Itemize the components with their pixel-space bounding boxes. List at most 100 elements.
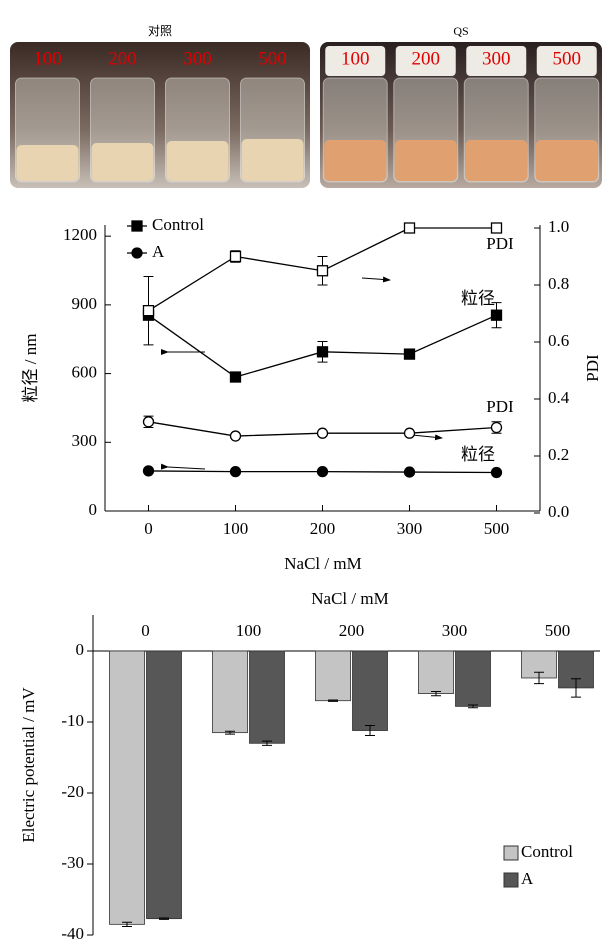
vial-label: 100 (341, 48, 370, 69)
point (316, 427, 329, 439)
annotation: 粒径 (461, 289, 495, 308)
y-axis-label: Electric potential / mV (19, 687, 38, 843)
error-bar (328, 699, 338, 702)
sediment (465, 140, 528, 181)
vial-label: 300 (183, 48, 212, 69)
x-axis-label: NaCl / mM (311, 589, 388, 608)
x-tick-label: 200 (339, 621, 365, 640)
x-tick-label: 500 (484, 519, 510, 538)
y2-tick-label: 0.8 (548, 274, 569, 293)
error-bar (534, 671, 544, 685)
point (229, 250, 242, 263)
error-bar (468, 704, 478, 709)
point (142, 416, 155, 428)
point (142, 304, 155, 317)
point (403, 348, 416, 360)
error-bar (262, 740, 272, 746)
sediment (394, 140, 457, 181)
error-bar (122, 921, 132, 927)
error-bar (225, 730, 235, 735)
point (490, 222, 503, 234)
photo-title: QS (453, 24, 468, 38)
x-tick-label: 0 (141, 621, 150, 640)
vial-label: 300 (482, 48, 511, 69)
arrow (361, 276, 391, 283)
vial-cap (536, 46, 597, 76)
bar (249, 650, 285, 744)
x-tick-label: 100 (223, 519, 249, 538)
bar (418, 650, 454, 694)
y-tick-label: -40 (61, 924, 84, 942)
point (142, 465, 155, 477)
point (490, 421, 503, 434)
legend-label: A (152, 242, 165, 261)
y-tick-label: -10 (61, 711, 84, 730)
legend-label: Control (152, 215, 204, 234)
y2-axis-label: PDI (583, 354, 602, 382)
annotation: PDI (486, 234, 514, 253)
y2-tick-label: 1.0 (548, 217, 569, 236)
y2-tick-label: 0.0 (548, 502, 569, 521)
error-bar (431, 690, 441, 697)
bar (212, 650, 248, 734)
legend-swatch (503, 845, 519, 861)
vial-label: 500 (553, 48, 582, 69)
legend-label: A (521, 869, 534, 888)
arrow (160, 463, 206, 470)
annotation: 粒径 (461, 445, 495, 464)
bar (146, 650, 182, 920)
point (131, 247, 143, 259)
photo-title: 对照 (148, 24, 172, 38)
y2-tick-label: 0.6 (548, 331, 569, 350)
photo (10, 42, 310, 188)
vial-cap (325, 46, 386, 76)
point (490, 466, 503, 479)
y-tick-label: 0 (76, 640, 85, 659)
point (229, 465, 242, 478)
point (403, 466, 416, 478)
y-tick-label: -30 (61, 853, 84, 872)
y2-tick-label: 0.4 (548, 388, 570, 407)
sediment (91, 143, 154, 181)
vial-label: 200 (412, 48, 441, 69)
sediment (324, 140, 387, 181)
point (229, 430, 242, 442)
vial-label: 500 (258, 48, 287, 69)
x-tick-label: 300 (397, 519, 423, 538)
photo (320, 42, 602, 188)
arrow (411, 434, 443, 441)
y-tick-label: 1200 (63, 225, 97, 244)
y-tick-label: 0 (89, 500, 98, 519)
x-tick-label: 500 (545, 621, 571, 640)
legend-swatch (503, 872, 519, 888)
legend-label: Control (521, 842, 573, 861)
bar-chart: -40 -30 -20 -10 0 NaCl / mM Electric potential… (19, 589, 600, 942)
bar (315, 650, 351, 702)
x-tick-label: 300 (442, 621, 468, 640)
point (316, 265, 329, 277)
y-tick-label: -20 (61, 782, 84, 801)
y-tick-label: 900 (72, 294, 98, 313)
y-tick-label: 300 (72, 431, 98, 450)
sediment (241, 139, 304, 181)
photo-panels: 对照 100 200 300 500 QS 100 200 300 500 (10, 24, 602, 188)
point (316, 346, 329, 358)
vial-cap (466, 46, 527, 76)
point (131, 220, 143, 232)
line-chart: 0 300 600 900 1200 0.0 0.2 0.4 0.6 0.8 1.0 0 100 200 3… (21, 215, 602, 573)
point (403, 222, 416, 234)
x-tick-label: 0 (144, 519, 153, 538)
point (490, 309, 503, 321)
x-tick-label: 200 (310, 519, 336, 538)
bar (109, 650, 145, 925)
point (316, 465, 329, 478)
vial-cap (395, 46, 456, 76)
sediment (535, 140, 598, 181)
point (403, 427, 416, 439)
bar (352, 650, 388, 731)
x-axis-label: NaCl / mM (284, 554, 361, 573)
x-tick-label: 100 (236, 621, 262, 640)
y2-tick-label: 0.2 (548, 445, 569, 464)
point (229, 371, 242, 383)
